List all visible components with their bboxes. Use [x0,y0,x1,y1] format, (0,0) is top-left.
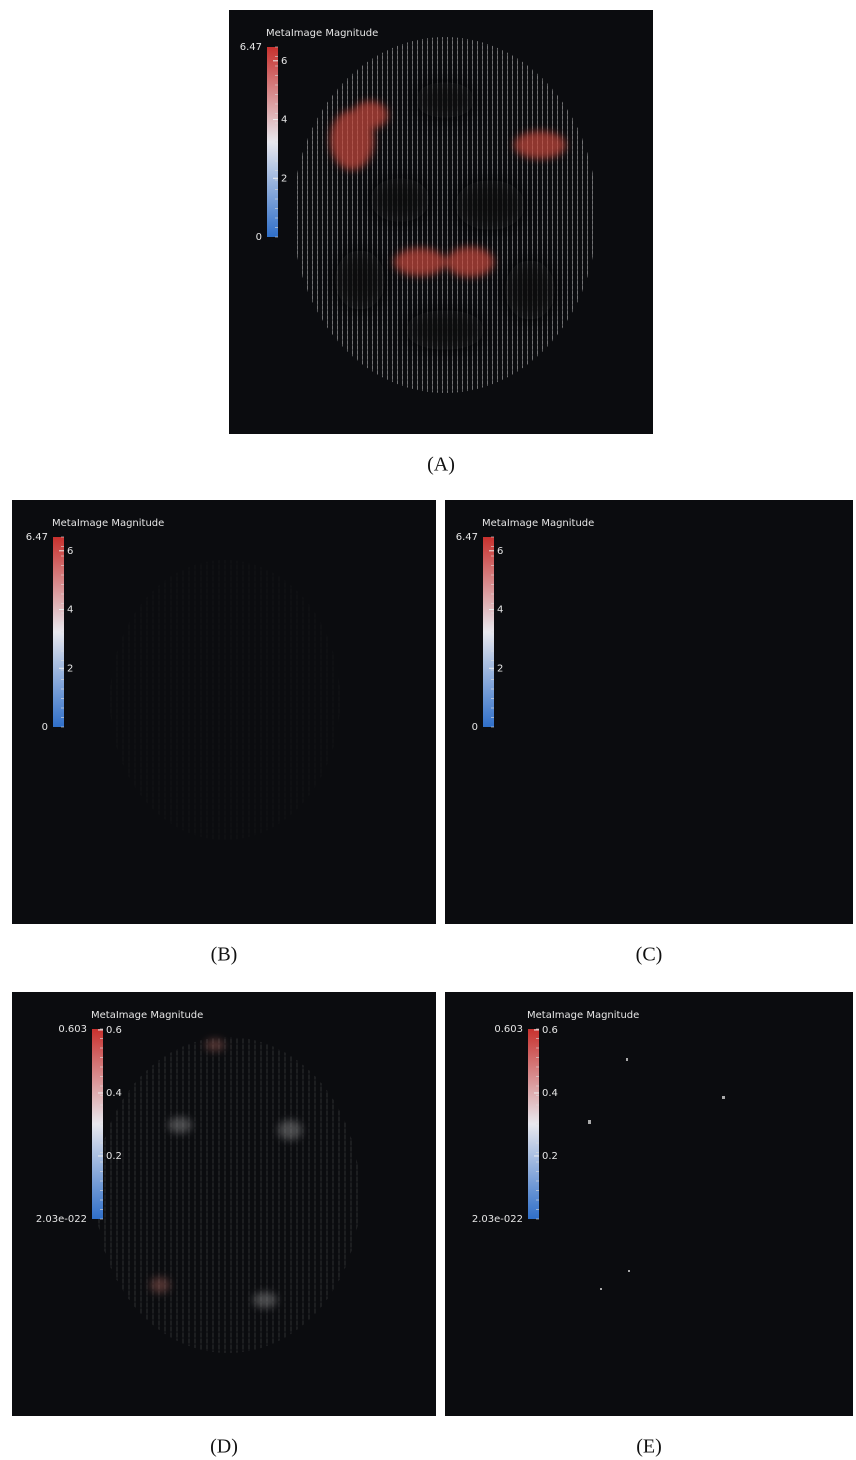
colorbar-title: MetaImage Magnitude [527,1010,639,1021]
colorbar-tick-label: 0.2 [542,1151,558,1162]
colorbar-tick-label: 2 [497,663,503,674]
colorbar-title: MetaImage Magnitude [266,28,378,39]
colorbar-max-label: 6.47 [456,532,478,543]
colorbar-min-label: 0 [42,722,48,733]
panel-caption: (D) [210,1436,238,1458]
colorbar-tick-label: 2 [67,663,73,674]
panel-caption: (C) [636,944,663,966]
panel-caption: (A) [427,454,455,476]
colorbar-min-label: 2.03e-022 [36,1214,87,1225]
colorbar-max-label: 0.603 [494,1024,523,1035]
colorbar-tick-label: 0.2 [106,1151,122,1162]
colorbar-max-label: 6.47 [26,532,48,543]
colorbar-tick-label: 4 [281,115,287,126]
colorbar-tick-label: 6 [497,546,503,557]
colorbar-tick-label: 2 [281,173,287,184]
colorbar-min-label: 0 [256,232,262,243]
colorbar-tick-label: 4 [67,605,73,616]
panel-caption: (B) [211,944,238,966]
panel-background [445,500,853,924]
figure: MetaImage Magnitude 6.47 0 6 4 2 (A) MetaImage … [0,0,856,1460]
colorbar-tick-label: 0.6 [542,1025,558,1036]
colorbar-tick-label: 4 [497,605,503,616]
colorbar-tick-label: 0.4 [542,1088,558,1099]
vector-field [110,560,340,840]
panel-background [445,992,853,1416]
colorbar-tick-label: 0.4 [106,1088,122,1099]
colorbar-title: MetaImage Magnitude [91,1010,203,1021]
colorbar-tick-label: 6 [281,56,287,67]
colorbar-title: MetaImage Magnitude [482,518,594,529]
vector-field [96,1037,360,1353]
colorbar-tick-label: 0.6 [106,1025,122,1036]
colorbar-max-label: 6.47 [240,42,262,53]
panel-caption: (E) [636,1436,662,1458]
colorbar-min-label: 0 [472,722,478,733]
colorbar-max-label: 0.603 [58,1024,87,1035]
colorbar-tick-label: 6 [67,546,73,557]
colorbar-min-label: 2.03e-022 [472,1214,523,1225]
colorbar-title: MetaImage Magnitude [52,518,164,529]
